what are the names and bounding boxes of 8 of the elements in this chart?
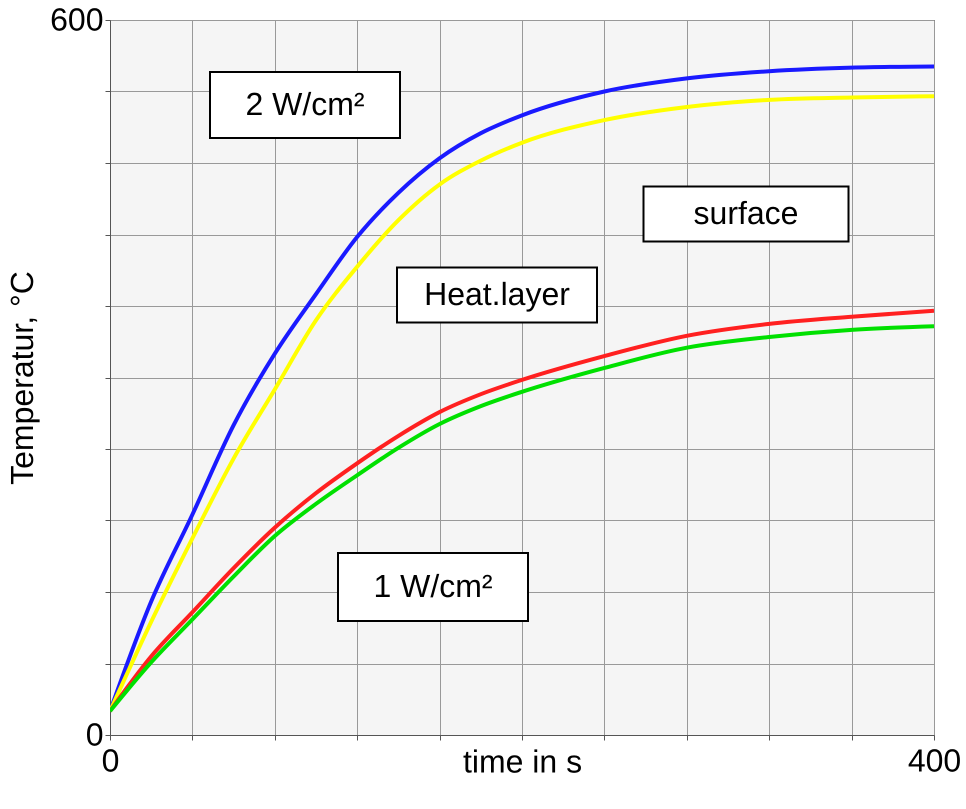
annotation: surface [694,195,798,231]
x-axis-title: time in s [462,744,582,780]
annotation: 2 W/cm² [245,86,365,122]
x-tick-label: 400 [908,742,962,778]
y-tick-label: 600 [50,2,104,38]
annotation: Heat.layer [424,276,570,312]
y-axis-title: Temperatur, °C [4,271,40,485]
annotation: 1 W/cm² [373,568,493,604]
